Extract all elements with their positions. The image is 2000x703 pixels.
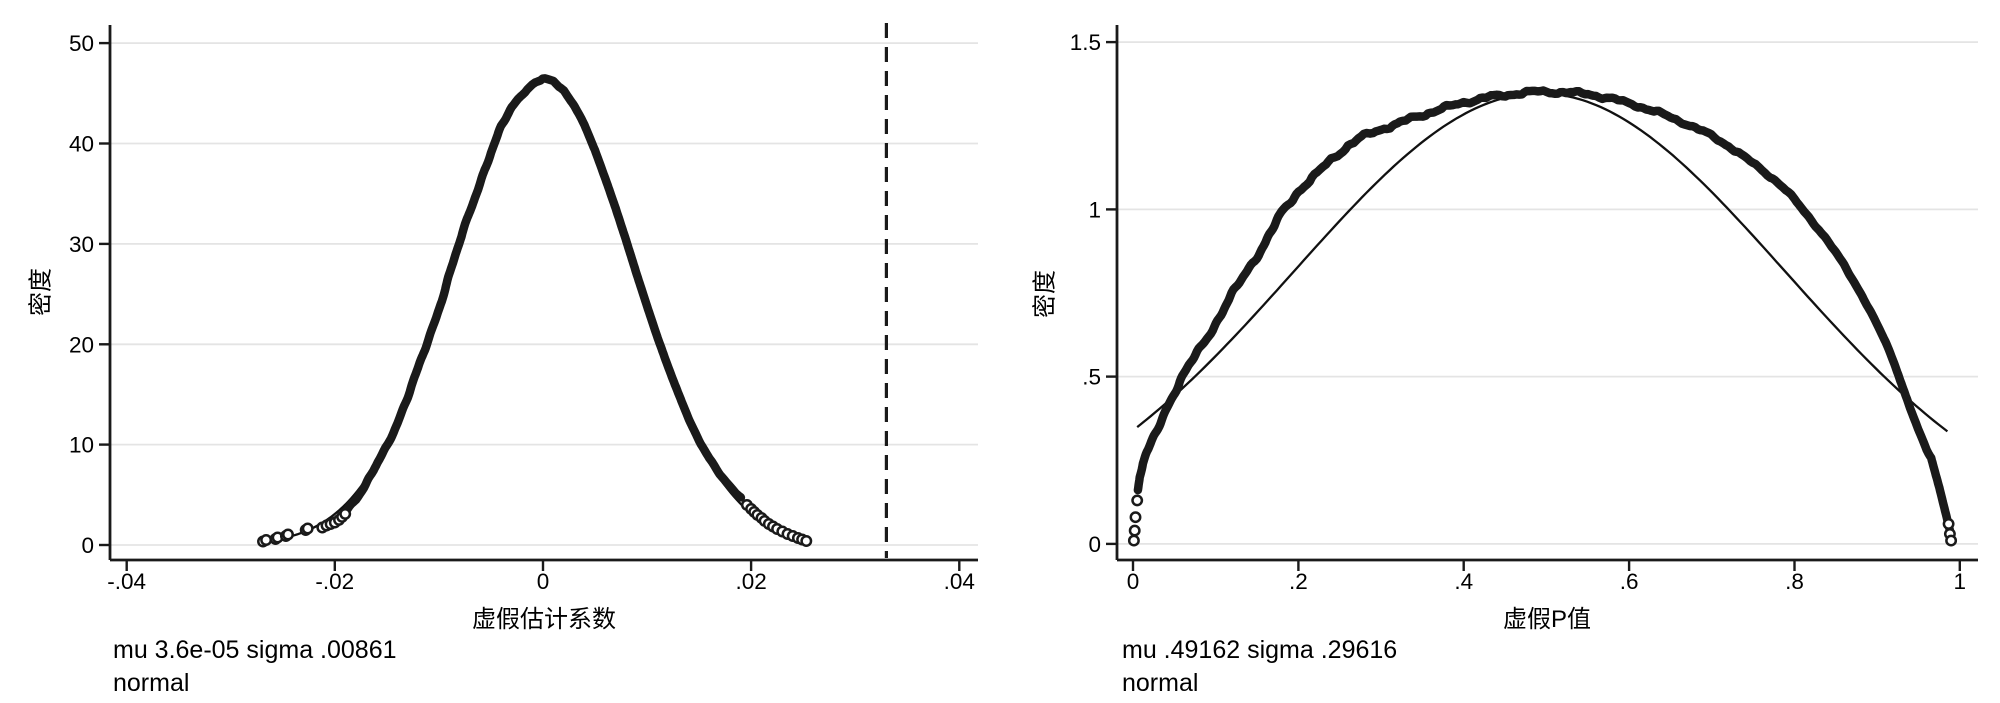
density-tail-marker: [1129, 511, 1142, 524]
right-x-axis-title: 虚假P值: [1502, 606, 1592, 633]
density-tail-marker: [800, 535, 813, 547]
y-tick-label: 1: [1088, 198, 1101, 223]
placebo-coefficients-chart: 0 10 20 30 40 50 -.04 -.02 0 .02 .04: [69, 23, 978, 594]
density-tail-marker: [260, 534, 273, 546]
normal-density-line: [263, 78, 807, 543]
right-caption: mu .49162 sigma .29616 normal: [1122, 634, 1397, 700]
y-tick-label: 40: [69, 132, 94, 157]
x-tick-label: .2: [1289, 569, 1308, 594]
right-caption-mu-sigma: mu .49162 sigma .29616: [1122, 636, 1398, 664]
density-tail-marker: [339, 507, 352, 520]
density-tail-marker: [1128, 524, 1141, 537]
y-tick-label: 50: [69, 31, 94, 56]
x-tick-label: -.02: [315, 569, 354, 594]
x-tick-label: 0: [537, 569, 550, 594]
y-tick-label: 0: [1088, 532, 1101, 557]
placebo-pvalues-chart: 0 .5 1 1.5 0 .2 .4 .6 .8 1: [1070, 25, 1978, 594]
density-tail-marker: [1131, 494, 1144, 507]
density-tail-marker: [282, 528, 294, 541]
y-tick-label: .5: [1082, 365, 1101, 390]
density-tail-marker: [1127, 534, 1140, 547]
y-tick-label: 0: [81, 533, 94, 558]
left-caption-mu-sigma: mu 3.6e-05 sigma .00861: [113, 636, 397, 664]
right-caption-normal: normal: [1122, 669, 1199, 697]
x-tick-label: -.04: [107, 569, 146, 594]
x-tick-label: .02: [735, 569, 766, 594]
x-tick-label: .4: [1454, 569, 1473, 594]
x-tick-label: 1: [1954, 569, 1967, 594]
left-caption: mu 3.6e-05 sigma .00861 normal: [113, 634, 397, 700]
y-tick-label: 1.5: [1070, 30, 1101, 55]
density-tail-marker: [1942, 517, 1955, 530]
kernel-density-curve: [341, 74, 746, 517]
density-tail-marker: [301, 522, 314, 535]
density-tail-marker: [1945, 534, 1958, 547]
y-tick-label: 20: [69, 332, 94, 357]
left-caption-normal: normal: [113, 669, 190, 697]
left-y-axis-title: 密度: [27, 268, 55, 316]
x-tick-label: .04: [944, 569, 975, 594]
right-y-axis-title: 密度: [1031, 270, 1059, 318]
x-tick-label: .8: [1785, 569, 1804, 594]
kernel-density-curve: [1133, 86, 1955, 535]
x-tick-label: 0: [1127, 569, 1140, 594]
x-tick-label: .6: [1620, 569, 1639, 594]
y-tick-label: 10: [69, 433, 94, 458]
left-x-axis-title: 虚假估计系数: [472, 606, 616, 633]
y-tick-label: 30: [69, 232, 94, 257]
